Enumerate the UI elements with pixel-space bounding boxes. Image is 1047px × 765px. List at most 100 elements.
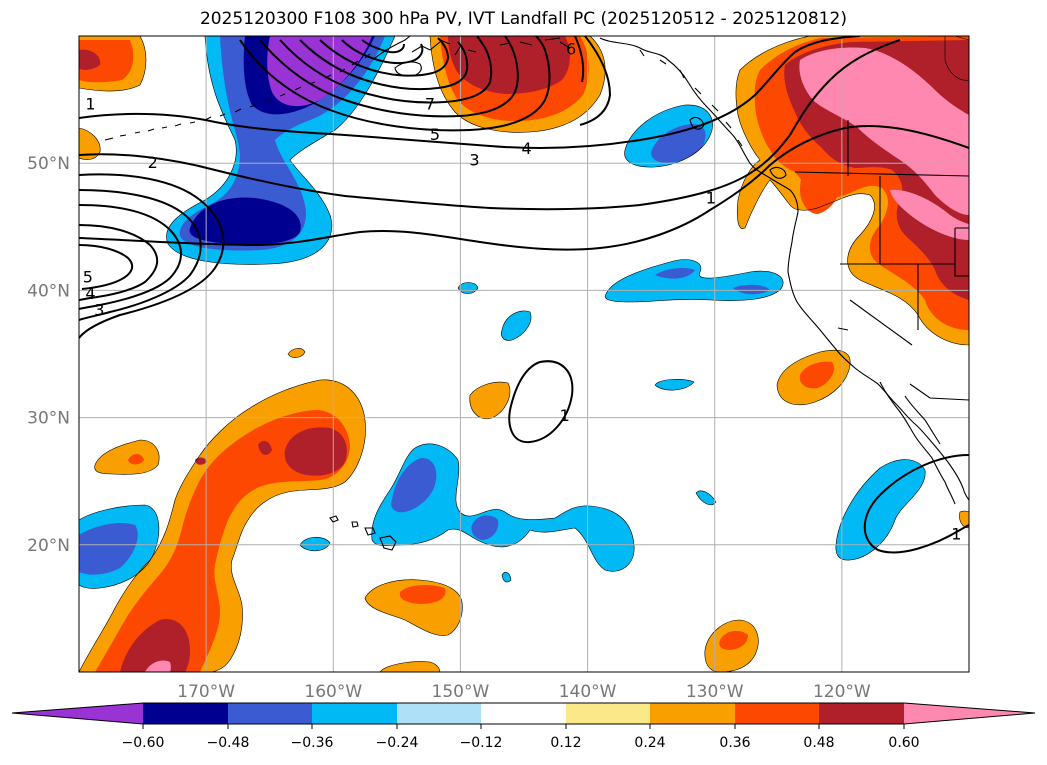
contour-label: 1	[951, 524, 961, 543]
contour-5	[279, 36, 493, 104]
latitude-label: 50°N	[27, 154, 70, 174]
lat-lon-grid	[79, 36, 969, 672]
contour-7	[319, 37, 450, 77]
contour-ridge-1	[579, 36, 612, 126]
field-outline	[776, 349, 851, 405]
contour-6	[299, 39, 469, 91]
field-outline	[695, 490, 717, 505]
contour-3	[239, 36, 551, 132]
colorbar-bin-5	[481, 703, 566, 724]
colorbar-tick-label: 0.36	[719, 735, 750, 751]
field-outline	[457, 282, 479, 294]
contour-label: 4	[521, 139, 531, 158]
coastlines	[104, 36, 969, 551]
colorbar-tick-label: 0.24	[634, 735, 665, 751]
pv-contours	[79, 36, 969, 554]
colorbar-bin-2	[228, 703, 312, 724]
field-outline	[735, 36, 969, 346]
colorbar-extend-right	[904, 703, 1035, 724]
contour-label: 1	[706, 189, 716, 208]
negative-pv-field	[79, 36, 969, 589]
contour-9	[361, 39, 405, 54]
longitude-label: 140°W	[559, 682, 617, 702]
contour-label: 4	[85, 284, 95, 303]
contour-label: 6	[566, 40, 576, 59]
contour-closed-southeast	[863, 454, 969, 554]
field-outline	[79, 504, 160, 589]
colorbar-extend-left	[12, 703, 143, 724]
contour-2	[79, 39, 901, 211]
field-outline	[501, 571, 512, 583]
field-outline	[954, 36, 969, 41]
field-outline	[371, 443, 635, 572]
field-outline	[469, 381, 511, 420]
latitude-label: 30°N	[27, 409, 70, 429]
colorbar-tick-label: −0.60	[122, 735, 165, 751]
colorbar: −0.60 −0.48 −0.36 −0.24 −0.12 0.12 0.24 0.36 0.4…	[11, 702, 1036, 751]
longitude-label: 130°W	[686, 682, 744, 702]
colorbar-tick-label: −0.48	[207, 735, 250, 751]
field-outline	[379, 661, 441, 672]
contour-trough-5	[79, 244, 134, 290]
longitude-label: 170°W	[177, 682, 235, 702]
field-outline	[287, 348, 306, 358]
longitude-labels: 170°W 160°W 150°W 140°W 130°W 120°W	[177, 682, 871, 702]
field-outline	[604, 259, 784, 303]
field-outline	[835, 459, 926, 561]
field-outline	[299, 536, 331, 552]
field-outline	[79, 379, 366, 672]
contour-label: 5	[83, 267, 93, 286]
field-outline	[624, 104, 713, 168]
colorbar-ticks: −0.60 −0.48 −0.36 −0.24 −0.12 0.12 0.24 0.36 0.4…	[122, 724, 920, 751]
contour-label: 1	[560, 406, 570, 425]
contour-trough-1	[79, 173, 225, 339]
field-outline	[364, 579, 463, 636]
contour-4	[259, 36, 519, 118]
contour-label: 3	[469, 150, 479, 169]
colorbar-bin-8	[735, 703, 819, 724]
field-outline	[654, 379, 695, 391]
colorbar-bin-9	[819, 703, 904, 724]
map-frame	[78, 35, 970, 673]
colorbar-bin-1	[143, 703, 228, 724]
field-outline	[94, 439, 160, 475]
longitude-label: 160°W	[304, 682, 362, 702]
field-outline	[79, 36, 147, 92]
contour-8	[341, 39, 424, 64]
latitude-labels: 50°N 40°N 30°N 20°N	[27, 154, 70, 556]
latitude-label: 40°N	[27, 281, 70, 301]
contour-label: 1	[85, 94, 95, 113]
colorbar-tick-label: 0.12	[550, 735, 581, 751]
contour-label: 7	[425, 94, 435, 113]
longitude-label: 150°W	[432, 682, 490, 702]
contour-trough-2	[79, 189, 202, 321]
field-outline	[501, 310, 532, 341]
colorbar-tick-label: 0.60	[888, 735, 919, 751]
contour-label: 3	[94, 300, 104, 319]
contour-label: 2	[148, 153, 158, 172]
field-outline	[959, 510, 969, 529]
contour-trough-4	[79, 224, 159, 301]
field-outlines	[79, 36, 969, 672]
colorbar-bin-3	[312, 703, 397, 724]
contour-1-north	[79, 36, 861, 149]
contour-closed-center	[508, 360, 574, 444]
field-outline	[79, 127, 101, 160]
colorbar-tick-label: −0.36	[291, 735, 334, 751]
longitude-label: 120°W	[813, 682, 871, 702]
colorbar-bin-4	[397, 703, 481, 724]
contour-trough-3	[79, 204, 182, 310]
map-title: 2025120300 F108 300 hPa PV, IVT Landfall…	[199, 9, 847, 29]
contour-label: 5	[430, 125, 440, 144]
field-outline	[704, 619, 759, 672]
colorbar-tick-label: −0.24	[376, 735, 419, 751]
colorbar-tick-label: 0.48	[803, 735, 834, 751]
latitude-label: 20°N	[27, 536, 70, 556]
colorbar-bin-7	[650, 703, 735, 724]
colorbar-tick-label: −0.12	[460, 735, 503, 751]
contour-ridge-2	[574, 36, 585, 83]
colorbar-bin-6	[566, 703, 650, 724]
